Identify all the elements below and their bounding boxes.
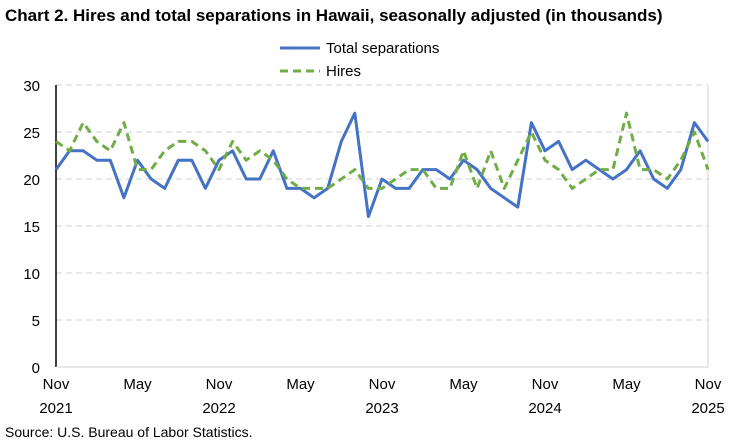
y-tick-label: 10 <box>23 266 40 283</box>
x-tick-month: May <box>123 376 152 393</box>
y-tick-label: 5 <box>32 313 40 330</box>
x-tick-month: May <box>286 376 315 393</box>
x-tick-month: Nov <box>369 376 396 393</box>
x-tick-month: Nov <box>206 376 233 393</box>
chart-title: Chart 2. Hires and total separations in … <box>5 6 663 25</box>
x-tick-year: 2022 <box>202 400 235 417</box>
series-line-hires <box>55 111 710 190</box>
y-tick-label: 30 <box>23 78 40 95</box>
legend-label: Total separations <box>326 40 439 57</box>
x-tick-year: 2023 <box>365 400 398 417</box>
x-tick-month: May <box>449 376 478 393</box>
series-line-total-separations <box>54 111 710 219</box>
x-tick-month: Nov <box>532 376 559 393</box>
y-tick-label: 15 <box>23 219 40 236</box>
legend-label: Hires <box>326 63 361 80</box>
x-tick-year: 2024 <box>528 400 561 417</box>
x-tick-month: Nov <box>43 376 70 393</box>
x-tick-month: May <box>612 376 641 393</box>
x-tick-year: 2021 <box>39 400 72 417</box>
x-tick-year: 2025 <box>691 400 724 417</box>
y-tick-label: 25 <box>23 125 40 142</box>
x-tick-month: Nov <box>695 376 722 393</box>
source-note: Source: U.S. Bureau of Labor Statistics. <box>5 424 253 440</box>
y-tick-label: 0 <box>32 360 40 377</box>
y-tick-label: 20 <box>23 172 40 189</box>
